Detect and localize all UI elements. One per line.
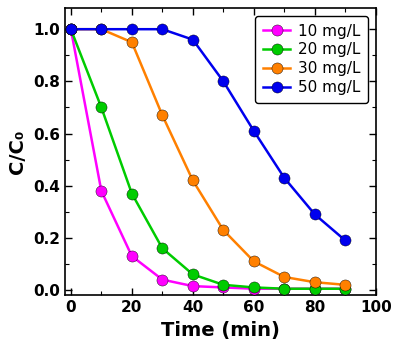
10 mg/L [190, 284, 195, 288]
50 mg/L [160, 27, 165, 31]
50 mg/L [190, 38, 195, 42]
20 mg/L [190, 272, 195, 276]
Line: 10 mg/L: 10 mg/L [65, 24, 351, 294]
30 mg/L [343, 283, 348, 287]
30 mg/L [99, 27, 104, 31]
10 mg/L [160, 277, 165, 282]
50 mg/L [252, 129, 256, 133]
20 mg/L [312, 287, 317, 291]
20 mg/L [252, 285, 256, 290]
20 mg/L [343, 287, 348, 291]
20 mg/L [68, 27, 73, 31]
20 mg/L [160, 246, 165, 251]
10 mg/L [68, 27, 73, 31]
50 mg/L [130, 27, 134, 31]
Legend: 10 mg/L, 20 mg/L, 30 mg/L, 50 mg/L: 10 mg/L, 20 mg/L, 30 mg/L, 50 mg/L [255, 16, 368, 103]
20 mg/L [221, 283, 226, 287]
20 mg/L [99, 105, 104, 110]
X-axis label: Time (min): Time (min) [161, 321, 280, 340]
10 mg/L [343, 287, 348, 291]
10 mg/L [312, 287, 317, 291]
30 mg/L [160, 113, 165, 117]
Line: 30 mg/L: 30 mg/L [65, 24, 351, 290]
10 mg/L [99, 189, 104, 193]
30 mg/L [221, 228, 226, 232]
50 mg/L [312, 212, 317, 216]
10 mg/L [221, 285, 226, 290]
30 mg/L [252, 259, 256, 263]
Line: 20 mg/L: 20 mg/L [65, 24, 351, 294]
50 mg/L [221, 79, 226, 84]
10 mg/L [130, 254, 134, 258]
50 mg/L [99, 27, 104, 31]
30 mg/L [282, 275, 287, 279]
50 mg/L [68, 27, 73, 31]
30 mg/L [190, 179, 195, 183]
10 mg/L [282, 287, 287, 291]
Y-axis label: C/C₀: C/C₀ [8, 129, 27, 174]
20 mg/L [130, 191, 134, 196]
30 mg/L [312, 280, 317, 284]
Line: 50 mg/L: 50 mg/L [65, 24, 351, 246]
30 mg/L [130, 40, 134, 44]
50 mg/L [282, 176, 287, 180]
10 mg/L [252, 287, 256, 291]
30 mg/L [68, 27, 73, 31]
20 mg/L [282, 287, 287, 291]
50 mg/L [343, 238, 348, 243]
